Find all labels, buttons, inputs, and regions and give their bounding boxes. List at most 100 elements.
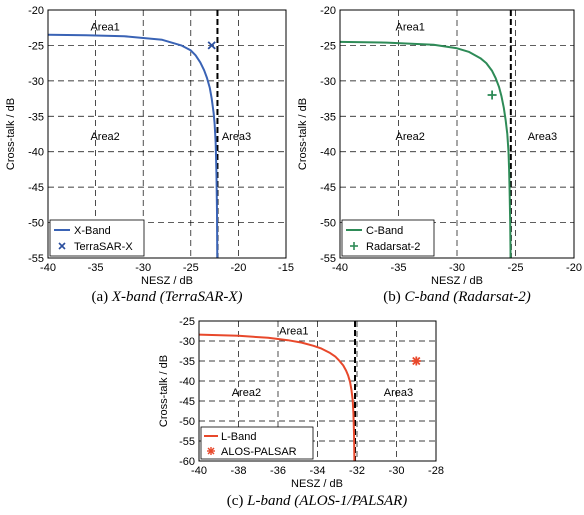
chart-a-ytick-6: -50 (28, 218, 44, 230)
chart-c-xtick-4: -32 (349, 465, 365, 477)
chart-a-ytick-2: -30 (28, 76, 44, 88)
chart-c-point-0 (411, 356, 421, 366)
chart-c-xtick-1: -38 (231, 465, 247, 477)
chart-a-caption: (a) X-band (TerraSAR-X) (91, 289, 242, 305)
chart-a-area-label-2: Area2 (90, 131, 119, 143)
chart-b-ytick-7: -55 (320, 253, 336, 265)
chart-c-xlabel: NESZ / dB (291, 478, 343, 490)
chart-a-series (47, 33, 219, 259)
chart-c: -40 -38 -36 -34 -32 -30 -28 -25 -30 -35 -40 -45 -50 -… (158, 316, 444, 509)
chart-b-ytick-2: -30 (320, 76, 336, 88)
chart-b-curve (339, 40, 512, 259)
chart-c-xtick-3: -34 (310, 465, 326, 477)
chart-b-grid (340, 10, 574, 258)
chart-c-curve (198, 333, 356, 462)
chart-b-ylabel: Cross-talk / dB (297, 98, 309, 170)
chart-a-ytick-3: -35 (28, 111, 44, 123)
chart-b-xtick-2: -30 (449, 262, 465, 274)
chart-c-ytick-4: -45 (179, 396, 195, 408)
chart-c-grid (199, 321, 436, 461)
chart-a-xtick-2: -30 (135, 262, 151, 274)
chart-c-xtick-6: -28 (428, 465, 444, 477)
chart-a-axes-frame (47, 9, 287, 259)
chart-a: -40 -35 -30 -25 -20 -15 -20 -25 -30 -35 -40 -45 -50 -… (5, 5, 294, 305)
chart-a-xtick-1: -35 (88, 262, 104, 274)
chart-b-legend-box (341, 219, 435, 257)
chart-c-xtick-2: -36 (270, 465, 286, 477)
chart-a-legend-label-1: X-Band (74, 225, 111, 237)
chart-a-legend: X-Band TerraSAR-X (49, 219, 145, 257)
chart-a-ticks: -40 -35 -30 -25 -20 -15 -20 -25 -30 -35 -40 -45 -50 -… (28, 5, 294, 274)
chart-a-ylabel: Cross-talk / dB (5, 98, 17, 170)
chart-a-xtick-4: -20 (230, 262, 246, 274)
chart-b-ticks: -40 -35 -30 -25 -20 -20 -25 -30 -35 -40 -45 -50 -55 (320, 5, 582, 274)
chart-b-ytick-6: -50 (320, 218, 336, 230)
chart-b-xtick-1: -35 (391, 262, 407, 274)
chart-c-axes-frame (198, 320, 437, 462)
chart-b-xtick-0: -40 (332, 262, 348, 274)
chart-c-legend-marker-swatch (207, 447, 215, 455)
chart-c-xtick-0: -40 (191, 465, 207, 477)
chart-a-area-label-1: Area1 (90, 21, 119, 33)
chart-c-ytick-5: -50 (179, 416, 195, 428)
chart-a-area-label-3: Area3 (222, 131, 251, 143)
chart-c-area-labels: Area1 Area2 Area3 (232, 326, 413, 400)
chart-a-legend-label-2: TerraSAR-X (74, 241, 133, 253)
chart-c-legend: L-Band ALOS-PALSAR (200, 426, 314, 460)
chart-b-ytick-3: -35 (320, 111, 336, 123)
chart-a-xlabel: NESZ / dB (141, 275, 193, 287)
chart-c-legend-box (200, 426, 314, 460)
chart-a-plot-area (48, 10, 286, 258)
chart-a-legend-marker-swatch (58, 242, 66, 250)
chart-b-legend: C-Band Radarsat-2 (341, 219, 435, 257)
chart-a-ytick-4: -40 (28, 147, 44, 159)
chart-c-ytick-0: -25 (179, 316, 195, 328)
chart-b-xtick-3: -25 (508, 262, 524, 274)
chart-b-ytick-0: -20 (320, 5, 336, 17)
chart-a-point-0 (207, 41, 216, 50)
chart-b-xlabel: NESZ / dB (431, 275, 483, 287)
chart-c-xtick-5: -30 (389, 465, 405, 477)
chart-a-xtick-3: -25 (183, 262, 199, 274)
chart-a-ytick-1: -25 (28, 40, 44, 52)
chart-c-legend-label-1: L-Band (221, 431, 256, 443)
chart-a-ytick-7: -55 (28, 253, 44, 265)
chart-a-curve (47, 33, 219, 259)
chart-c-area-label-2: Area2 (232, 387, 261, 399)
chart-c-ytick-2: -35 (179, 356, 195, 368)
chart-a-legend-box (49, 219, 145, 257)
chart-b-series (339, 40, 512, 259)
chart-a-xtick-0: -40 (40, 262, 56, 274)
chart-c-ytick-3: -40 (179, 376, 195, 388)
chart-b: -40 -35 -30 -25 -20-20-25-30-35-40-45-50-55 … (297, 5, 582, 305)
chart-a-xtick-5: -15 (278, 262, 294, 274)
chart-c-area-label-3: Area3 (384, 387, 413, 399)
chart-b-area-label-1: Area1 (396, 21, 425, 33)
chart-c-ylabel: Cross-talk / dB (158, 355, 170, 427)
chart-b-ytick-5: -45 (320, 182, 336, 194)
chart-c-legend-label-2: ALOS-PALSAR (221, 446, 297, 458)
chart-c-ytick-6: -55 (179, 436, 195, 448)
chart-c-ticks: -40 -38 -36 -34 -32 -30 -28 -25 -30 -35 -40 -45 -50 -… (179, 316, 444, 477)
chart-b-ytick-1: -25 (320, 40, 336, 52)
chart-a-ytick-5: -45 (28, 182, 44, 194)
chart-b-area-label-3: Area3 (528, 131, 557, 143)
chart-c-series (198, 333, 421, 462)
chart-a-ytick-0: -20 (28, 5, 44, 17)
chart-a-area-labels: Area1 Area2 Area3 (90, 21, 251, 143)
chart-b-caption: (b) C-band (Radarsat-2) (383, 289, 531, 305)
chart-b-xtick-4: -20 (566, 262, 582, 274)
chart-b-area-label-2: Area2 (396, 131, 425, 143)
chart-b-ytick-4: -40 (320, 147, 336, 159)
chart-c-caption: (c) L-band (ALOS-1/PALSAR) (227, 493, 408, 509)
chart-c-ytick-1: -30 (179, 336, 195, 348)
chart-b-legend-label-1: C-Band (366, 225, 403, 237)
chart-b-legend-marker-swatch (350, 242, 358, 250)
chart-b-legend-label-2: Radarsat-2 (366, 241, 420, 253)
chart-c-ytick-7: -60 (179, 456, 195, 468)
chart-b-axes-frame (339, 9, 575, 259)
chart-b-area-labels: Area1 Area2 Area3 (396, 21, 558, 143)
chart-c-area-label-1: Area1 (279, 326, 308, 338)
chart-b-point-0 (487, 90, 497, 100)
